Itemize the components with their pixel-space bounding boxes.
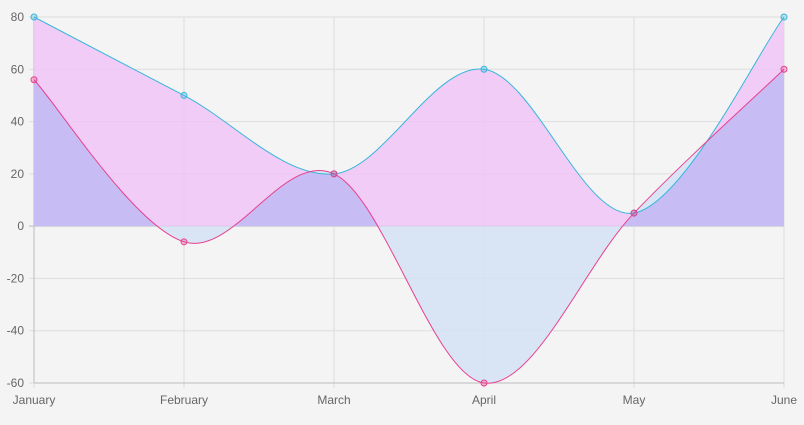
fill-layer (34, 17, 784, 384)
y-tick-label: -40 (7, 324, 25, 338)
y-tick-label: 60 (11, 62, 25, 76)
y-tick-label: 0 (17, 219, 24, 233)
series-1-point (30, 13, 38, 21)
series-2-point (780, 65, 788, 73)
y-tick-label: 40 (11, 115, 25, 129)
series-2-point (180, 238, 188, 246)
series-1-area (34, 17, 784, 227)
x-tick-label: March (317, 393, 350, 407)
series-2-point (480, 379, 488, 387)
series-2-point (30, 76, 38, 84)
y-tick-label: -20 (7, 271, 25, 285)
tick-label-layer: 80 60 40 20 0 -20 -40 -60 January February March Ap… (7, 10, 798, 407)
series-1-point (780, 13, 788, 21)
line-layer (33, 16, 785, 384)
series-2-area (34, 69, 784, 384)
x-tick-label: February (160, 393, 208, 407)
x-tick-label: May (623, 393, 646, 407)
y-tick-label: 20 (11, 167, 25, 181)
x-tick-label: April (472, 393, 496, 407)
series-2-point (630, 209, 638, 217)
y-tick-label: 80 (11, 10, 25, 24)
x-tick-label: June (771, 393, 797, 407)
series-2-line (33, 68, 785, 384)
series-2-point (330, 170, 338, 178)
x-tick-label: January (13, 393, 56, 407)
series-1-line (33, 16, 785, 214)
point-layer (30, 13, 788, 387)
series-1-point (480, 65, 488, 73)
series-1-point (180, 91, 188, 99)
y-tick-label: -60 (7, 376, 25, 390)
